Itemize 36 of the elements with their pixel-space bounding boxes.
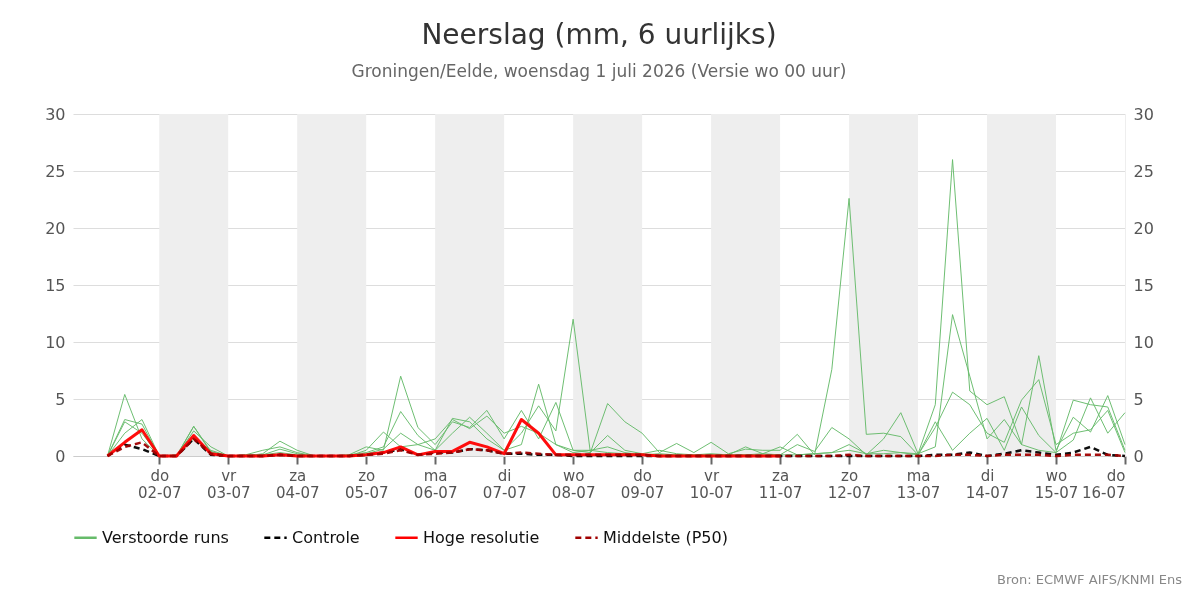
legend-label: Verstoorde runs xyxy=(102,527,229,547)
x-tick-label: zo 05-07 xyxy=(344,466,389,502)
x-tick-label: do 02-07 xyxy=(137,466,182,502)
y-tick-label: 30 xyxy=(45,104,66,124)
y-tick-label: 20 xyxy=(45,218,66,238)
x-tick-label: za 04-07 xyxy=(275,466,320,502)
x-tick-label: zo 12-07 xyxy=(827,466,872,502)
y-tick-label: 10 xyxy=(45,332,66,352)
x-tick-label: vr 10-07 xyxy=(689,466,734,502)
x-tick-label: za 11-07 xyxy=(758,466,803,502)
y2-tick-label: 0 xyxy=(1133,446,1144,466)
y-tick-label: 25 xyxy=(45,161,66,181)
x-tick-label: vr 03-07 xyxy=(206,466,251,502)
y2-tick-label: 5 xyxy=(1133,389,1144,409)
chart-title: Neerslag (mm, 6 uurlijks) xyxy=(421,18,777,51)
text: Bron: ECMWF AIFS/KNMI Ens xyxy=(997,572,1182,587)
x-tick-label: di 14-07 xyxy=(965,466,1010,502)
x-tick-label: wo 08-07 xyxy=(551,466,596,502)
x-tick-label: di 07-07 xyxy=(482,466,527,502)
legend-label: Hoge resolutie xyxy=(423,527,540,547)
y2-tick-label: 25 xyxy=(1133,161,1154,181)
y-tick-label: 15 xyxy=(45,275,66,295)
chart-subtitle: Groningen/Eelde, woensdag 1 juli 2026 (Versie wo 00 uur) xyxy=(351,61,847,81)
y-tick-label: 5 xyxy=(55,389,66,409)
x-tick-label: ma 13-07 xyxy=(896,466,941,502)
x-tick-label: do 09-07 xyxy=(620,466,665,502)
y-tick-label: 0 xyxy=(55,446,66,466)
x-tick-label: do 16-07 xyxy=(1081,466,1126,502)
legend-label: Middelste (P50) xyxy=(603,527,728,547)
y2-tick-label: 15 xyxy=(1133,275,1154,295)
y2-tick-label: 20 xyxy=(1133,218,1154,238)
legend-label: Controle xyxy=(292,527,360,547)
x-tick-label: ma 06-07 xyxy=(413,466,458,502)
x-tick-label: wo 15-07 xyxy=(1034,466,1079,502)
y2-tick-label: 30 xyxy=(1133,104,1154,124)
y2-tick-label: 10 xyxy=(1133,332,1154,352)
